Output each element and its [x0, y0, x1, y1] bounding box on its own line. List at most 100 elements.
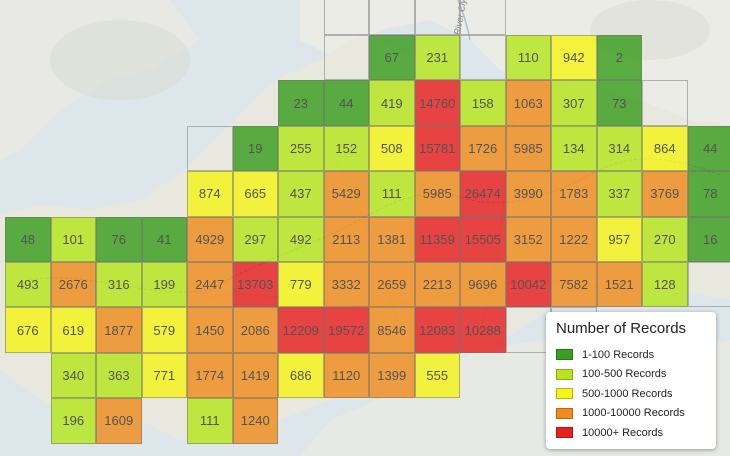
- grid-square[interactable]: 158: [460, 80, 506, 126]
- grid-square[interactable]: 579: [141, 307, 187, 353]
- grid-square[interactable]: 231: [414, 35, 460, 81]
- grid-square[interactable]: 2: [596, 35, 642, 81]
- grid-square[interactable]: 7582: [551, 262, 597, 308]
- grid-square[interactable]: 19: [232, 125, 278, 172]
- grid-square[interactable]: 508: [369, 125, 415, 172]
- grid-square[interactable]: 44: [323, 80, 369, 126]
- grid-square[interactable]: 1450: [187, 307, 233, 353]
- grid-square[interactable]: 196: [50, 398, 96, 444]
- legend: Number of Records 1-100 Records 100-500 R…: [546, 312, 716, 449]
- grid-square[interactable]: 864: [642, 125, 688, 172]
- grid-square[interactable]: 9696: [460, 262, 506, 308]
- grid-square[interactable]: 340: [50, 352, 96, 399]
- grid-square[interactable]: 3990: [505, 171, 551, 217]
- grid-square[interactable]: 110: [505, 35, 551, 81]
- grid-square[interactable]: 134: [551, 125, 597, 172]
- grid-square[interactable]: 363: [96, 352, 142, 399]
- grid-square[interactable]: 152: [323, 125, 369, 172]
- grid-square[interactable]: 15505: [460, 216, 506, 262]
- grid-square[interactable]: 1419: [232, 352, 278, 399]
- record-count: 307: [562, 95, 585, 111]
- grid-square[interactable]: 19572: [323, 307, 369, 353]
- grid-square[interactable]: 48: [5, 216, 51, 262]
- record-count: 2447: [195, 277, 225, 293]
- grid-square[interactable]: 492: [278, 216, 324, 262]
- grid-square[interactable]: 23: [278, 80, 324, 126]
- grid-square[interactable]: 101: [50, 216, 96, 262]
- grid-square[interactable]: 1877: [96, 307, 142, 353]
- grid-square[interactable]: 337: [596, 171, 642, 217]
- grid-square[interactable]: 2213: [414, 262, 460, 308]
- grid-square[interactable]: 76: [96, 216, 142, 262]
- grid-square[interactable]: 555: [414, 352, 460, 399]
- grid-square[interactable]: 270: [642, 216, 688, 262]
- grid-square[interactable]: 4929: [187, 216, 233, 262]
- grid-square[interactable]: 12083: [414, 307, 460, 353]
- grid-square[interactable]: 5429: [323, 171, 369, 217]
- grid-square[interactable]: 5985: [414, 171, 460, 217]
- grid-square[interactable]: 779: [278, 262, 324, 308]
- grid-square[interactable]: 26474: [460, 171, 506, 217]
- grid-square[interactable]: 41: [141, 216, 187, 262]
- grid-square[interactable]: 128: [642, 262, 688, 308]
- grid-square[interactable]: 493: [5, 262, 51, 308]
- grid-square[interactable]: 1774: [187, 352, 233, 399]
- grid-square[interactable]: 1120: [323, 352, 369, 399]
- grid-square[interactable]: 1521: [596, 262, 642, 308]
- grid-square[interactable]: 199: [141, 262, 187, 308]
- grid-square[interactable]: 1381: [369, 216, 415, 262]
- grid-square[interactable]: 665: [232, 171, 278, 217]
- grid-square[interactable]: 3152: [505, 216, 551, 262]
- grid-square[interactable]: 8546: [369, 307, 415, 353]
- grid-square[interactable]: 2086: [232, 307, 278, 353]
- grid-square[interactable]: 1726: [460, 125, 506, 172]
- grid-square[interactable]: 3332: [323, 262, 369, 308]
- grid-square[interactable]: 942: [551, 35, 597, 81]
- grid-square[interactable]: 16: [687, 216, 730, 262]
- grid-square[interactable]: 2676: [50, 262, 96, 308]
- grid-square[interactable]: 1783: [551, 171, 597, 217]
- grid-square[interactable]: 13703: [232, 262, 278, 308]
- record-count: 13703: [237, 277, 274, 293]
- grid-square[interactable]: 111: [369, 171, 415, 217]
- grid-square[interactable]: 1063: [505, 80, 551, 126]
- grid-square[interactable]: 12209: [278, 307, 324, 353]
- empty-grid-square: [505, 307, 551, 353]
- grid-square[interactable]: 314: [596, 125, 642, 172]
- grid-square[interactable]: 957: [596, 216, 642, 262]
- grid-square[interactable]: 11359: [414, 216, 460, 262]
- record-count: 10288: [464, 322, 501, 338]
- grid-square[interactable]: 78: [687, 171, 730, 217]
- grid-square[interactable]: 2447: [187, 262, 233, 308]
- grid-square[interactable]: 437: [278, 171, 324, 217]
- grid-square[interactable]: 307: [551, 80, 597, 126]
- grid-square[interactable]: 10042: [505, 262, 551, 308]
- record-count: 437: [289, 186, 312, 202]
- grid-square[interactable]: 419: [369, 80, 415, 126]
- grid-square[interactable]: 2113: [323, 216, 369, 262]
- grid-square[interactable]: 5985: [505, 125, 551, 172]
- grid-square[interactable]: 874: [187, 171, 233, 217]
- grid-square[interactable]: 1609: [96, 398, 142, 444]
- grid-square[interactable]: 3769: [642, 171, 688, 217]
- grid-square[interactable]: 297: [232, 216, 278, 262]
- grid-square[interactable]: 44: [687, 125, 730, 172]
- grid-square[interactable]: 10288: [460, 307, 506, 353]
- record-count: 3332: [331, 277, 361, 293]
- record-count: 493: [16, 277, 39, 293]
- grid-square[interactable]: 676: [5, 307, 51, 353]
- grid-square[interactable]: 2659: [369, 262, 415, 308]
- grid-square[interactable]: 771: [141, 352, 187, 399]
- grid-square[interactable]: 1222: [551, 216, 597, 262]
- grid-square[interactable]: 619: [50, 307, 96, 353]
- grid-square[interactable]: 67: [369, 35, 415, 81]
- grid-square[interactable]: 686: [278, 352, 324, 399]
- grid-square[interactable]: 1240: [232, 398, 278, 444]
- grid-square[interactable]: 255: [278, 125, 324, 172]
- grid-square[interactable]: 15781: [414, 125, 460, 172]
- grid-square[interactable]: 111: [187, 398, 233, 444]
- grid-square[interactable]: 73: [596, 80, 642, 126]
- grid-square[interactable]: 1399: [369, 352, 415, 399]
- grid-square[interactable]: 14760: [414, 80, 460, 126]
- grid-square[interactable]: 316: [96, 262, 142, 308]
